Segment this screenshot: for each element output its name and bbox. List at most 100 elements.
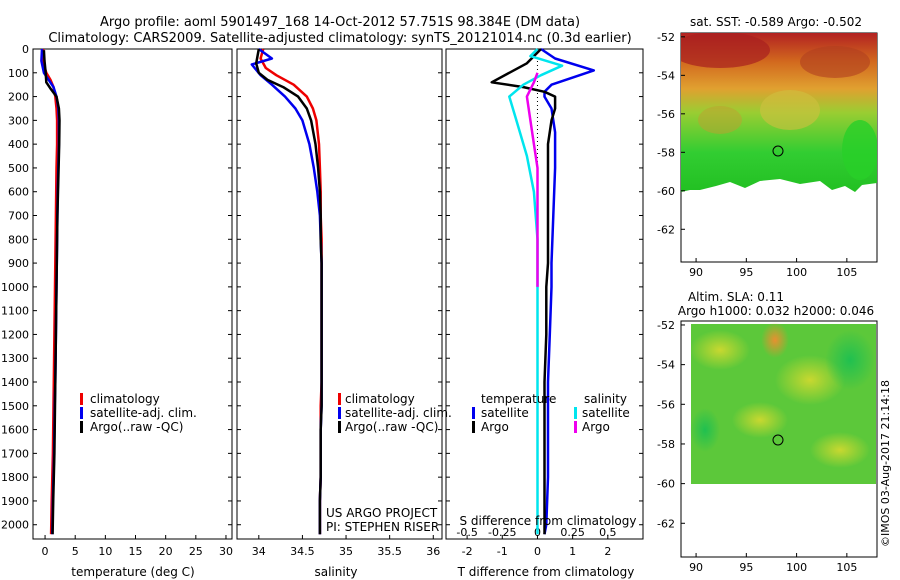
map-x-tick-label: 95 bbox=[739, 266, 753, 279]
difference-top-axis-label: S difference from climatology bbox=[460, 514, 637, 528]
depth-tick-label: 1500 bbox=[1, 400, 29, 413]
legend-label-satellite: satellite-adj. clim. bbox=[90, 406, 197, 420]
legend-swatch-climatology bbox=[80, 393, 83, 405]
map-x-tick-label: 100 bbox=[786, 561, 807, 574]
top-x-tick-label: 0.25 bbox=[560, 526, 585, 539]
map-x-tick-label: 90 bbox=[689, 266, 703, 279]
sla-map-subtitle: Argo h1000: 0.032 h2000: 0.046 bbox=[678, 304, 874, 318]
temperature-legend: climatology satellite-adj. clim. Argo(..… bbox=[80, 392, 197, 434]
x-tick-label: 34.5 bbox=[290, 545, 315, 558]
salinity-panel-frame bbox=[236, 48, 443, 540]
legend-label-climatology: climatology bbox=[345, 392, 415, 406]
sst-mid-patch bbox=[698, 106, 742, 134]
difference-panel-frame bbox=[445, 48, 644, 540]
sla-map-title: Altim. SLA: 0.11 bbox=[688, 290, 784, 304]
depth-tick-label: 2000 bbox=[1, 519, 29, 532]
x-tick-label: -1 bbox=[497, 545, 508, 558]
difference-x-label: T difference from climatology bbox=[457, 565, 635, 579]
sla-blob bbox=[761, 322, 789, 358]
legend-label-sal-satellite: satellite bbox=[582, 406, 630, 420]
legend-label-argo: Argo(..raw -QC) bbox=[345, 420, 438, 434]
legend-swatch-satellite bbox=[80, 407, 83, 419]
depth-tick-label: 200 bbox=[8, 91, 29, 104]
top-x-tick-label: 0.5 bbox=[599, 526, 617, 539]
series-line-argo-raw-qc- bbox=[42, 50, 61, 535]
x-tick-label: 35.5 bbox=[377, 545, 402, 558]
map-y-tick-label: -62 bbox=[657, 517, 675, 530]
legend-label-satellite: satellite-adj. clim. bbox=[345, 406, 452, 420]
depth-tick-label: 1100 bbox=[1, 305, 29, 318]
series-line-temperature-satellite bbox=[540, 47, 596, 535]
salinity-chart: 34 34.5 35 35.5 36 bbox=[237, 47, 442, 558]
series-line-salinity-argo bbox=[525, 72, 539, 287]
argo-float-marker bbox=[772, 434, 784, 446]
map-y-tick-label: -54 bbox=[657, 359, 675, 372]
project-name: US ARGO PROJECT bbox=[326, 506, 438, 520]
sst-map bbox=[680, 32, 878, 263]
map-y-tick-label: -52 bbox=[657, 31, 675, 44]
legend-swatch-argo bbox=[338, 421, 341, 433]
map-y-tick-label: -60 bbox=[657, 185, 675, 198]
depth-tick-label: 400 bbox=[8, 138, 29, 151]
sla-map bbox=[680, 320, 878, 558]
legend-swatch-satellite bbox=[338, 407, 341, 419]
map-y-tick-label: -62 bbox=[657, 223, 675, 236]
x-tick-label: 10 bbox=[98, 545, 112, 558]
depth-tick-label: 800 bbox=[8, 233, 29, 246]
depth-tick-label: 1200 bbox=[1, 328, 29, 341]
map-axes: 90 95 100 105 -52 -54 -56 -58 -60 -62 90 95 100 105 -5… bbox=[657, 31, 857, 574]
legend-label-temp-satellite: satellite bbox=[481, 406, 529, 420]
map-y-tick-label: -58 bbox=[657, 146, 675, 159]
map-y-tick-label: -54 bbox=[657, 69, 675, 82]
depth-tick-label: 600 bbox=[8, 186, 29, 199]
sst-mid-patch bbox=[760, 90, 820, 130]
depth-tick-label: 1400 bbox=[1, 376, 29, 389]
x-tick-label: 34 bbox=[252, 545, 266, 558]
sst-warm-patch bbox=[681, 33, 770, 68]
map-y-tick-label: -52 bbox=[657, 319, 675, 332]
legend-swatch-climatology bbox=[338, 393, 341, 405]
sla-blob bbox=[690, 408, 720, 452]
depth-tick-label: 1600 bbox=[1, 424, 29, 437]
sla-blob bbox=[690, 330, 750, 370]
map-y-tick-label: -56 bbox=[657, 398, 675, 411]
salinity-legend: climatology satellite-adj. clim. Argo(..… bbox=[338, 392, 452, 434]
x-tick-label: -2 bbox=[462, 545, 473, 558]
map-x-tick-label: 105 bbox=[836, 561, 857, 574]
x-tick-label: 35 bbox=[339, 545, 353, 558]
top-x-tick-label: -0.5 bbox=[456, 526, 477, 539]
legend-swatch-argo bbox=[80, 421, 83, 433]
legend-title-salinity: salinity bbox=[584, 392, 627, 406]
legend-swatch-temp-satellite bbox=[472, 407, 475, 419]
legend-label-argo: Argo(..raw -QC) bbox=[90, 420, 183, 434]
map-x-tick-label: 105 bbox=[836, 266, 857, 279]
x-tick-label: 1 bbox=[569, 545, 576, 558]
x-tick-label: 30 bbox=[219, 545, 233, 558]
depth-tick-label: 1300 bbox=[1, 352, 29, 365]
legend-swatch-temp-argo bbox=[472, 421, 475, 433]
sst-cool-patch bbox=[842, 120, 877, 180]
legend-label-climatology: climatology bbox=[90, 392, 160, 406]
depth-tick-label: 0 bbox=[22, 43, 29, 56]
temperature-chart: 0100200300400500600700800900100011001200… bbox=[1, 43, 233, 558]
x-tick-label: 15 bbox=[129, 545, 143, 558]
series-line-temperature-argo bbox=[490, 48, 557, 535]
argo-float-marker bbox=[772, 145, 784, 157]
legend-title-temperature: temperature bbox=[481, 392, 556, 406]
depth-tick-label: 300 bbox=[8, 114, 29, 127]
difference-legend: temperature satellite Argo salinity sate… bbox=[472, 392, 630, 434]
x-tick-label: 20 bbox=[159, 545, 173, 558]
x-tick-label: 0 bbox=[42, 545, 49, 558]
map-x-tick-label: 100 bbox=[786, 266, 807, 279]
imos-credit: ©IMOS 03-Aug-2017 21:14:18 bbox=[879, 380, 892, 547]
salinity-x-label: salinity bbox=[314, 565, 357, 579]
map-y-tick-label: -58 bbox=[657, 438, 675, 451]
depth-tick-label: 1000 bbox=[1, 281, 29, 294]
legend-label-sal-argo: Argo bbox=[582, 420, 610, 434]
project-pi: PI: STEPHEN RISER bbox=[326, 520, 439, 534]
map-x-tick-label: 90 bbox=[689, 561, 703, 574]
depth-tick-label: 1800 bbox=[1, 471, 29, 484]
depth-tick-label: 1700 bbox=[1, 447, 29, 460]
depth-tick-label: 500 bbox=[8, 162, 29, 175]
